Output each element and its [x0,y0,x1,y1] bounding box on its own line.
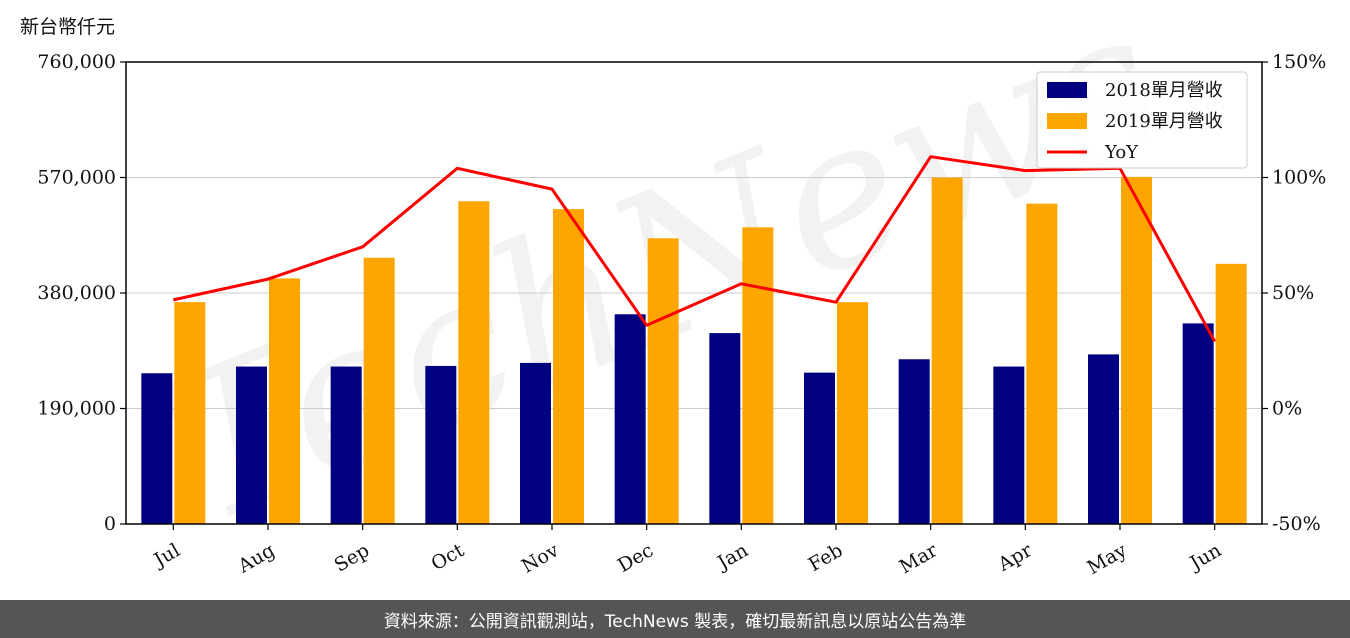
source-footer: 資料來源：公開資訊觀測站，TechNews 製表，確切最新訊息以原站公告為準 [0,600,1350,638]
bar-2018-dec [614,314,646,524]
x-tick-label-oct: Oct [428,539,469,575]
bar-2019-may [1121,176,1152,525]
bar-2019-mar [931,177,963,524]
legend-box [1036,71,1248,169]
bar-2019-oct [458,201,490,525]
bar-2018-nov [520,362,551,524]
legend-label-0: 2018單月營收 [1105,80,1223,101]
bar-2019-apr [1026,203,1058,525]
right-tick-label: -50% [1272,513,1321,535]
chart-svg: TechNews 0190,000380,000570,000760,000-5… [37,0,1326,579]
bar-2019-nov [553,209,584,524]
x-tick-label-jan: Jan [712,539,752,575]
bars-layer [141,176,1247,525]
legend-label-2: YoY [1104,142,1139,163]
legend: 2018單月營收 2019單月營收 YoY [1036,71,1248,169]
bar-2018-aug [236,366,267,524]
grid-layer [126,177,1262,409]
right-tick-label: 150% [1272,51,1326,73]
bar-2018-feb [804,372,835,524]
x-tick-label-may: May [1084,539,1131,579]
bar-2018-sep [330,366,362,524]
legend-label-1: 2019單月營收 [1105,111,1223,132]
x-tick-label-jul: Jul [149,539,184,572]
bar-2019-aug [269,278,300,524]
yoy-line-layer [172,155,1217,343]
bar-2018-apr [993,366,1025,524]
bar-2019-dec [647,238,679,524]
y-axis-unit-label: 新台幣仟元 [20,16,116,38]
left-tick-label: 570,000 [37,167,116,189]
x-tick-label-sep: Sep [331,539,374,576]
left-tick-label: 760,000 [37,51,116,73]
right-tick-label: 50% [1272,282,1314,304]
x-tick-label-nov: Nov [518,539,563,578]
right-tick-label: 100% [1272,167,1326,189]
bar-2018-jul [141,373,173,524]
legend-swatch-1 [1047,113,1087,129]
bar-2018-mar [898,359,930,524]
legend-swatch-0 [1047,82,1087,98]
x-tick-label-apr: Apr [994,539,1037,576]
left-tick-label: 190,000 [37,398,116,420]
x-tick-label-mar: Mar [896,539,942,578]
left-tick-label: 380,000 [37,282,116,304]
x-tick-label-feb: Feb [805,539,847,576]
bar-2018-jan [709,333,741,524]
bar-2019-jun [1215,263,1247,524]
right-tick-label: 0% [1272,398,1302,420]
bar-2019-jul [174,302,206,524]
bar-2018-oct [425,365,457,524]
x-tick-label-dec: Dec [614,539,657,577]
bar-2019-sep [363,257,395,524]
footer-text: 資料來源：公開資訊觀測站，TechNews 製表，確切最新訊息以原站公告為準 [383,611,967,632]
yoy-line [172,155,1217,343]
bar-2019-jan [742,227,774,525]
bar-2018-may [1088,354,1119,524]
bar-2019-feb [837,302,868,524]
x-tick-label-jun: Jun [1185,539,1226,575]
left-tick-label: 0 [104,513,116,535]
bar-2018-jun [1182,323,1214,524]
